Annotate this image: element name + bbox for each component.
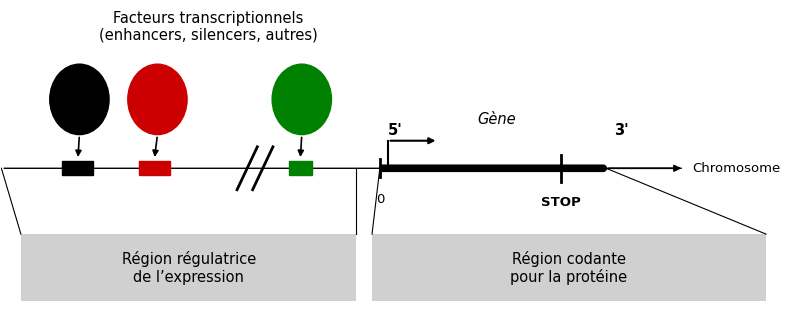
Bar bbox=[62, 161, 94, 175]
Text: Gène: Gène bbox=[478, 112, 516, 127]
Bar bbox=[138, 161, 170, 175]
Text: 3': 3' bbox=[614, 123, 629, 138]
Text: Chromosome: Chromosome bbox=[692, 162, 780, 175]
Text: Région codante
pour la protéine: Région codante pour la protéine bbox=[510, 251, 627, 285]
Ellipse shape bbox=[50, 64, 109, 135]
Text: STOP: STOP bbox=[541, 196, 581, 209]
Bar bbox=[289, 161, 312, 175]
Ellipse shape bbox=[272, 64, 331, 135]
Bar bbox=[372, 234, 766, 302]
Text: Région régulatrice
de l’expression: Région régulatrice de l’expression bbox=[122, 251, 256, 285]
Bar bbox=[21, 234, 357, 302]
Text: 0: 0 bbox=[376, 193, 384, 206]
Text: Facteurs transcriptionnels
(enhancers, silencers, autres): Facteurs transcriptionnels (enhancers, s… bbox=[98, 11, 318, 43]
Ellipse shape bbox=[128, 64, 187, 135]
Text: 5': 5' bbox=[388, 123, 402, 138]
